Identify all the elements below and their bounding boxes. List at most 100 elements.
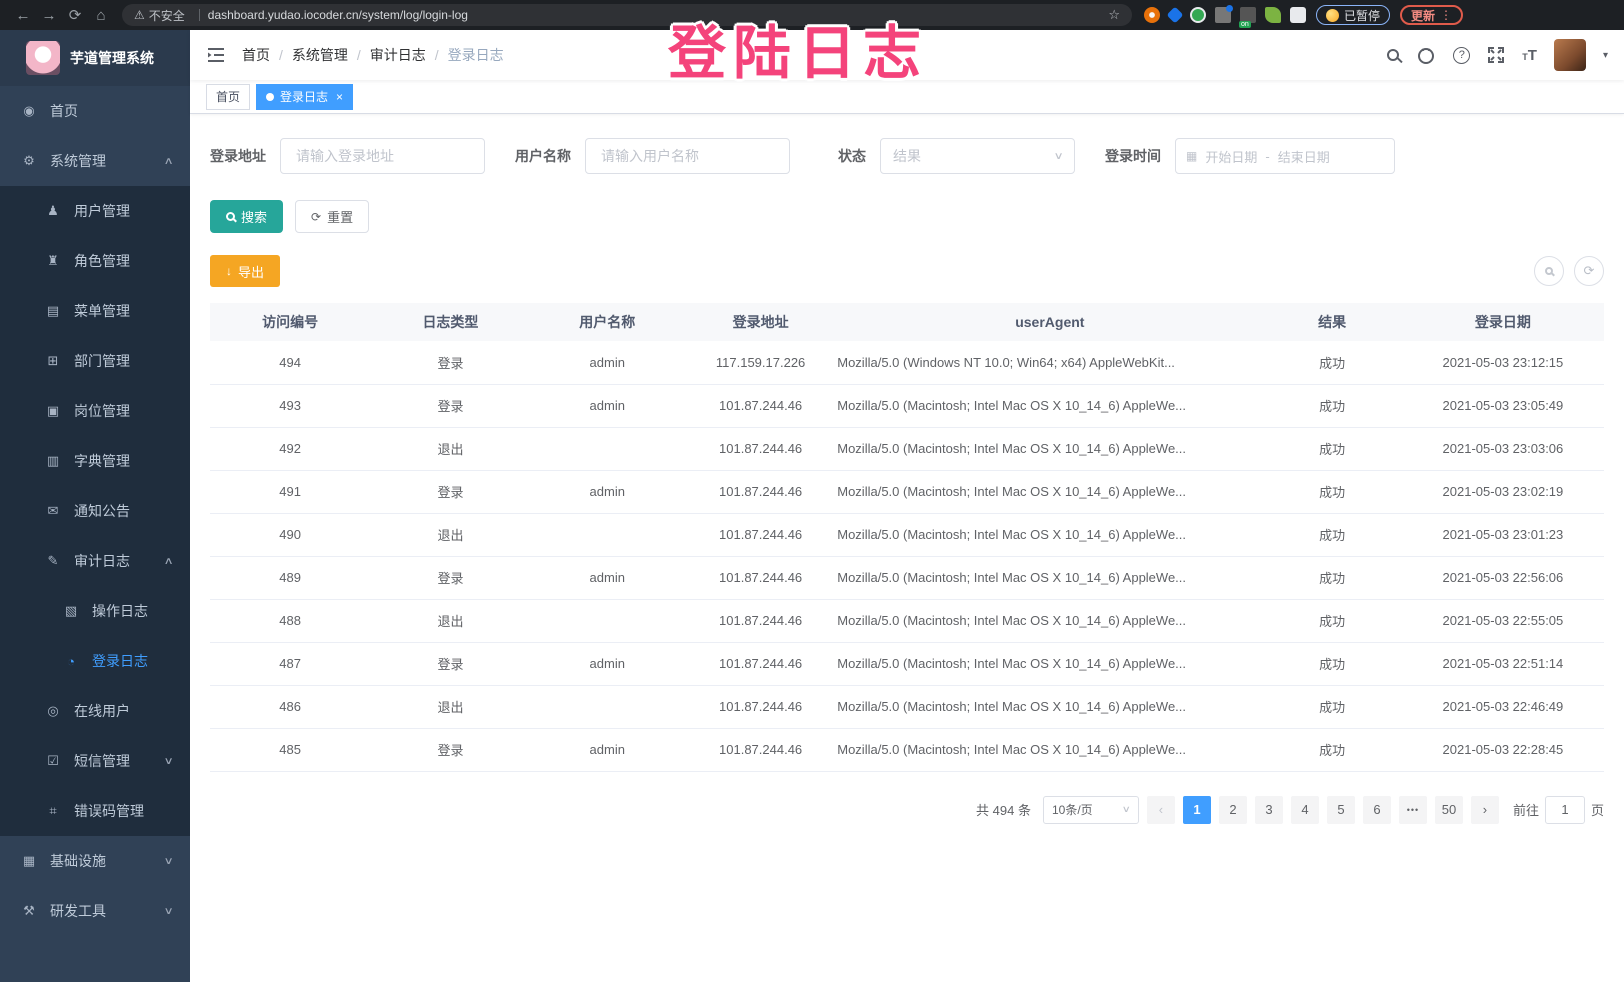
sidebar-item-sms[interactable]: ☑ 短信管理 ∨ <box>0 736 190 786</box>
sidebar-item-post[interactable]: ▣ 岗位管理 <box>0 386 190 436</box>
export-button[interactable]: ↓ 导出 <box>210 255 281 287</box>
kebab-menu-icon[interactable]: ⋮ <box>1440 8 1453 22</box>
status-select[interactable]: 结果 ∨ <box>880 138 1075 174</box>
extension-icon[interactable] <box>1215 5 1233 23</box>
page-ellipsis[interactable]: ••• <box>1398 795 1427 824</box>
profile-paused-badge[interactable]: 已暂停 <box>1316 5 1391 25</box>
next-page-button[interactable]: › <box>1470 795 1499 824</box>
caret-down-icon[interactable]: ▾ <box>1602 49 1608 61</box>
table-cell: 登录 <box>370 384 531 428</box>
breadcrumb: 首页 / 系统管理 / 审计日志 / 登录日志 <box>242 45 504 65</box>
table-row[interactable]: 492 退出 101.87.244.46 Mozilla/5.0 (Macintosh… <box>210 427 1604 471</box>
tags-view: 首页 登录日志 × <box>190 80 1624 114</box>
user-avatar[interactable] <box>1553 39 1586 71</box>
table-cell: 101.87.244.46 <box>683 427 838 471</box>
refresh-button[interactable]: ⟳ <box>1574 256 1604 286</box>
sidebar-item-dict[interactable]: ▥ 字典管理 <box>0 436 190 486</box>
content: 登录地址 用户名称 状态 结果 ∨ 登录时间 ▦ 开始日期 <box>190 114 1624 982</box>
security-warning[interactable]: ⚠ 不安全 <box>134 7 185 24</box>
dict-icon: ▥ <box>46 453 60 468</box>
browser-forward-icon[interactable]: → <box>41 6 57 24</box>
page-button[interactable]: 1 <box>1182 795 1211 824</box>
page-button[interactable]: 5 <box>1326 795 1355 824</box>
table-cell: 487 <box>210 642 371 686</box>
extension-icon[interactable] <box>1239 7 1256 28</box>
browser-update-button[interactable]: 更新 ⋮ <box>1400 5 1464 25</box>
table-body: 494 登录 admin 117.159.17.226 Mozilla/5.0 (Win… <box>210 341 1604 772</box>
font-size-icon[interactable]: TT <box>1522 47 1537 64</box>
sidebar-item-notice[interactable]: ✉ 通知公告 <box>0 486 190 536</box>
tab-首页[interactable]: 首页 <box>206 83 251 110</box>
sidebar-item-loginlog[interactable]: ◔ 登录日志 <box>0 636 190 686</box>
table-row[interactable]: 490 退出 101.87.244.46 Mozilla/5.0 (Macintosh… <box>210 513 1604 557</box>
search-button[interactable]: 搜索 <box>210 200 284 233</box>
extension-icon[interactable] <box>1144 7 1160 23</box>
browser-home-icon[interactable]: ⌂ <box>96 6 106 24</box>
bookmark-star-icon[interactable]: ☆ <box>1108 7 1120 22</box>
close-icon[interactable]: × <box>336 89 344 104</box>
sidebar-item-tool[interactable]: ⚒ 研发工具 ∨ <box>0 886 190 936</box>
username-input[interactable] <box>585 138 790 174</box>
table-row[interactable]: 493 登录 admin 101.87.244.46 Mozilla/5.0 (Maci… <box>210 384 1604 428</box>
page-button[interactable]: 3 <box>1254 795 1283 824</box>
page-button[interactable]: 50 <box>1434 795 1463 824</box>
status-placeholder: 结果 <box>893 148 921 164</box>
goto-page-input[interactable] <box>1544 795 1585 824</box>
header-search-icon[interactable] <box>1387 49 1400 61</box>
browser-back-icon[interactable]: ← <box>15 6 31 24</box>
browser-reload-icon[interactable]: ⟳ <box>68 7 82 24</box>
page-button[interactable]: 2 <box>1218 795 1247 824</box>
extension-icon[interactable] <box>1166 6 1184 24</box>
sidebar-item-user[interactable]: ♟ 用户管理 <box>0 186 190 236</box>
sidebar-item-infra[interactable]: ▦ 基础设施 ∨ <box>0 836 190 886</box>
logo[interactable]: 芋道管理系统 <box>0 30 190 86</box>
table-row[interactable]: 485 登录 admin 101.87.244.46 Mozilla/5.0 (Maci… <box>210 728 1604 772</box>
table-row[interactable]: 487 登录 admin 101.87.244.46 Mozilla/5.0 (Maci… <box>210 642 1604 686</box>
address-input[interactable] <box>280 138 485 174</box>
monitor-icon: ▦ <box>22 853 36 868</box>
fullscreen-icon[interactable] <box>1487 46 1505 64</box>
sidebar-item-system[interactable]: ⚙ 系统管理 ∧ <box>0 136 190 186</box>
date-range-picker[interactable]: ▦ 开始日期 - 结束日期 <box>1175 138 1395 174</box>
sidebar-item-online[interactable]: ◎ 在线用户 <box>0 686 190 736</box>
help-icon[interactable]: ? <box>1453 46 1471 64</box>
sidebar-item-audit[interactable]: ✎ 审计日志 ∧ <box>0 536 190 586</box>
toggle-search-button[interactable] <box>1534 256 1564 286</box>
extension-icon[interactable] <box>1190 7 1206 23</box>
goto-page: 前往 页 <box>1513 795 1604 824</box>
reset-button[interactable]: ⟳ 重置 <box>295 200 370 233</box>
main: 首页 / 系统管理 / 审计日志 / 登录日志 ? <box>190 30 1624 982</box>
extension-icon[interactable] <box>1265 7 1281 23</box>
filter-actions: 搜索 ⟳ 重置 <box>210 200 1604 233</box>
table-cell: Mozilla/5.0 (Windows NT 10.0; Win64; x64… <box>837 341 1263 385</box>
filter-form: 登录地址 用户名称 状态 结果 ∨ 登录时间 ▦ 开始日期 <box>210 138 1604 174</box>
table-row[interactable]: 489 登录 admin 101.87.244.46 Mozilla/5.0 (Maci… <box>210 556 1604 600</box>
page-size-select[interactable]: 10条/页 ∨ <box>1042 795 1139 824</box>
logo-avatar <box>26 41 60 75</box>
sidebar-item-operlog[interactable]: ▧ 操作日志 <box>0 586 190 636</box>
table-cell: 2021-05-03 23:12:15 <box>1401 341 1604 385</box>
table-row[interactable]: 488 退出 101.87.244.46 Mozilla/5.0 (Macintosh… <box>210 599 1604 643</box>
tab-登录日志[interactable]: 登录日志 × <box>256 83 354 110</box>
breadcrumb-item[interactable]: 首页 <box>242 47 270 63</box>
table-row[interactable]: 491 登录 admin 101.87.244.46 Mozilla/5.0 (Maci… <box>210 470 1604 514</box>
page-button[interactable]: 4 <box>1290 795 1319 824</box>
url-text[interactable]: dashboard.yudao.iocoder.cn/system/log/lo… <box>207 8 468 22</box>
page-button[interactable]: 6 <box>1362 795 1391 824</box>
sidebar-item-role[interactable]: ♜ 角色管理 <box>0 236 190 286</box>
sidebar-item-errcode[interactable]: ⌗ 错误码管理 <box>0 786 190 836</box>
sidebar-item-home[interactable]: ◉ 首页 <box>0 86 190 136</box>
sidebar-item-menu[interactable]: ▤ 菜单管理 <box>0 286 190 336</box>
badge-icon: ▣ <box>46 403 60 418</box>
github-icon[interactable] <box>1416 45 1436 65</box>
address-bar[interactable]: ⚠ 不安全 dashboard.yudao.iocoder.cn/system/… <box>122 4 1132 26</box>
sidebar-item-dept[interactable]: ⊞ 部门管理 <box>0 336 190 386</box>
table-row[interactable]: 486 退出 101.87.244.46 Mozilla/5.0 (Macintosh… <box>210 685 1604 729</box>
address-label: 登录地址 <box>210 148 266 164</box>
prev-page-button[interactable]: ‹ <box>1146 795 1175 824</box>
fold-menu-icon[interactable] <box>206 45 226 65</box>
table-row[interactable]: 494 登录 admin 117.159.17.226 Mozilla/5.0 (Win… <box>210 341 1604 385</box>
breadcrumb-item[interactable]: 系统管理 <box>291 47 348 63</box>
breadcrumb-item[interactable]: 审计日志 <box>369 47 426 63</box>
extensions-puzzle-icon[interactable] <box>1290 7 1306 23</box>
